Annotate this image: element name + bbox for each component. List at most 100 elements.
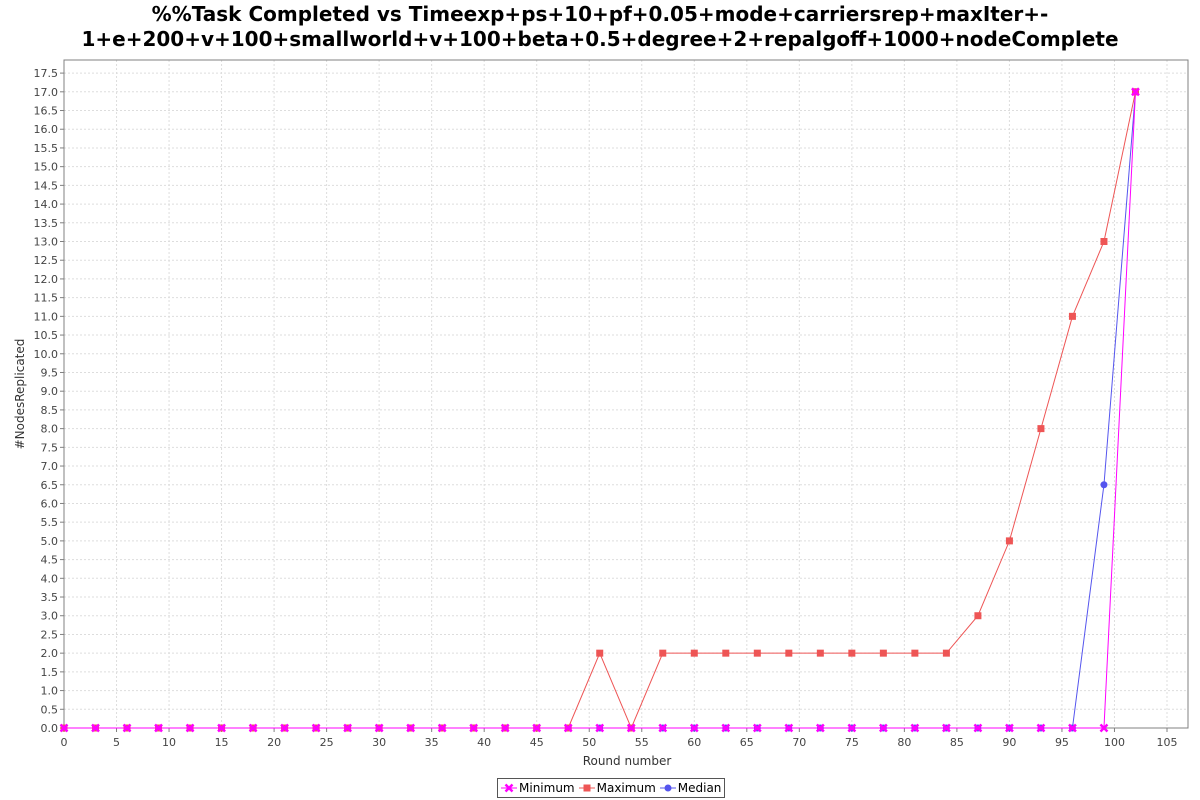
series-maximum-point [690, 649, 698, 657]
series-maximum-point [1005, 537, 1013, 545]
y-tick-label: 5.0 [41, 535, 59, 548]
x-tick-label: 95 [1055, 736, 1069, 749]
series-minimum-point [563, 723, 573, 733]
series-minimum-point [437, 723, 447, 733]
series-minimum-point [689, 723, 699, 733]
series-minimum-point [752, 723, 762, 733]
series-minimum-point [1036, 723, 1046, 733]
series-maximum-point [1037, 425, 1045, 433]
plot-area [63, 59, 1189, 729]
square-marker-icon [578, 784, 595, 792]
x-tick-label: 100 [1104, 736, 1125, 749]
series-maximum-point [1068, 312, 1076, 320]
series-minimum-point [532, 723, 542, 733]
series-minimum-point [406, 723, 416, 733]
series-maximum-point [974, 612, 982, 620]
series-minimum-point [185, 723, 195, 733]
legend-label-minimum: Minimum [519, 781, 575, 795]
legend-label-maximum: Maximum [596, 781, 656, 795]
legend-label-median: Median [677, 781, 722, 795]
series-maximum-point [816, 649, 824, 657]
series-minimum-point [91, 723, 100, 733]
x-tick-label: 10 [162, 736, 176, 749]
x-tick-label: 105 [1156, 736, 1177, 749]
y-tick-label: 15.0 [34, 161, 59, 174]
x-axis-label: Round number [583, 754, 672, 768]
y-tick-label: 12.5 [34, 254, 59, 267]
series-minimum-point [1005, 723, 1014, 733]
y-tick-label: 7.0 [41, 460, 59, 473]
series-maximum-point [785, 649, 793, 657]
y-tick-label: 3.5 [41, 591, 59, 604]
y-tick-label: 1.0 [41, 685, 59, 698]
series-maximum-point [753, 649, 761, 657]
x-tick-label: 50 [582, 736, 596, 749]
y-tick-label: 11.0 [34, 310, 59, 323]
y-tick-label: 13.5 [34, 217, 59, 230]
series-maximum-point [848, 649, 856, 657]
x-tick-label: 5 [113, 736, 120, 749]
x-tick-label: 80 [897, 736, 911, 749]
series-minimum-point [311, 723, 321, 733]
y-tick-label: 8.5 [41, 404, 59, 417]
x-tick-label: 25 [320, 736, 334, 749]
chart-title-line-2: 1+e+200+v+100+smallworld+v+100+beta+0.5+… [81, 27, 1119, 51]
series-minimum-point [910, 723, 920, 733]
y-tick-label: 6.0 [41, 497, 59, 510]
series-minimum-point [280, 723, 289, 733]
y-tick-label: 5.5 [41, 516, 59, 529]
x-tick-label: 45 [530, 736, 544, 749]
chart-title-line-1: %%Task Completed vs Timeexp+ps+10+pf+0.0… [151, 2, 1049, 26]
series-minimum-point [626, 723, 636, 733]
x-tick-label: 35 [425, 736, 439, 749]
series-median-point [1100, 481, 1108, 489]
series-maximum-point [879, 649, 887, 657]
series-minimum-point [374, 723, 384, 733]
series-minimum-point [784, 723, 794, 733]
series-minimum-point [1131, 87, 1140, 97]
legend-item-median: Median [659, 781, 722, 795]
x-tick-label: 85 [950, 736, 964, 749]
y-tick-label: 0.0 [41, 722, 59, 735]
y-tick-label: 17.0 [34, 86, 59, 99]
series-maximum-point [911, 649, 919, 657]
series-minimum-point [59, 723, 69, 733]
series-minimum-point [847, 723, 857, 733]
x-tick-label: 30 [372, 736, 386, 749]
series-minimum-point [217, 723, 226, 733]
series-maximum-point [942, 649, 950, 657]
legend-item-minimum: Minimum [501, 781, 575, 795]
series-minimum-point [122, 723, 132, 733]
x-tick-label: 90 [1002, 736, 1016, 749]
series-minimum-point [658, 723, 668, 733]
y-tick-label: 0.5 [41, 703, 59, 716]
series-minimum-point [248, 723, 258, 733]
y-tick-label: 10.5 [34, 329, 59, 342]
y-tick-label: 6.5 [41, 479, 59, 492]
x-tick-label: 70 [792, 736, 806, 749]
legend-item-maximum: Maximum [578, 781, 656, 795]
y-tick-label: 11.5 [34, 292, 59, 305]
y-tick-label: 8.0 [41, 423, 59, 436]
y-tick-label: 4.5 [41, 554, 59, 567]
legend: Minimum Maximum Median [497, 778, 726, 798]
x-tick-label: 75 [845, 736, 859, 749]
series-minimum-point [973, 723, 983, 733]
series-minimum-point [154, 723, 163, 733]
y-tick-label: 13.0 [34, 236, 59, 249]
x-tick-label: 65 [740, 736, 754, 749]
x-marker-icon [501, 783, 517, 793]
series-minimum-point [469, 723, 479, 733]
y-tick-label: 12.0 [34, 273, 59, 286]
y-tick-label: 3.0 [41, 610, 59, 623]
series-minimum [59, 87, 1140, 733]
y-tick-label: 2.5 [41, 628, 59, 641]
series-maximum-point [1100, 238, 1108, 246]
y-tick-label: 14.5 [34, 179, 59, 192]
series-minimum-point [595, 723, 605, 733]
y-tick-label: 2.0 [41, 647, 59, 660]
series-minimum-point [500, 723, 510, 733]
series-minimum-point [1099, 723, 1109, 733]
x-tick-label: 0 [61, 736, 68, 749]
